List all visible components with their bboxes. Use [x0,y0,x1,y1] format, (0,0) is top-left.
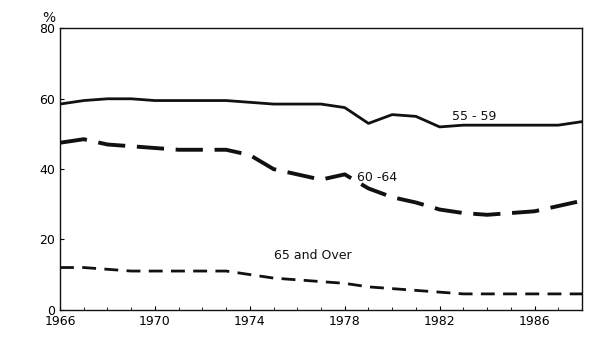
Text: 55 - 59: 55 - 59 [452,110,496,123]
Text: 65 and Over: 65 and Over [274,249,351,262]
Text: 60 -64: 60 -64 [356,171,397,184]
Text: %: % [42,11,55,25]
